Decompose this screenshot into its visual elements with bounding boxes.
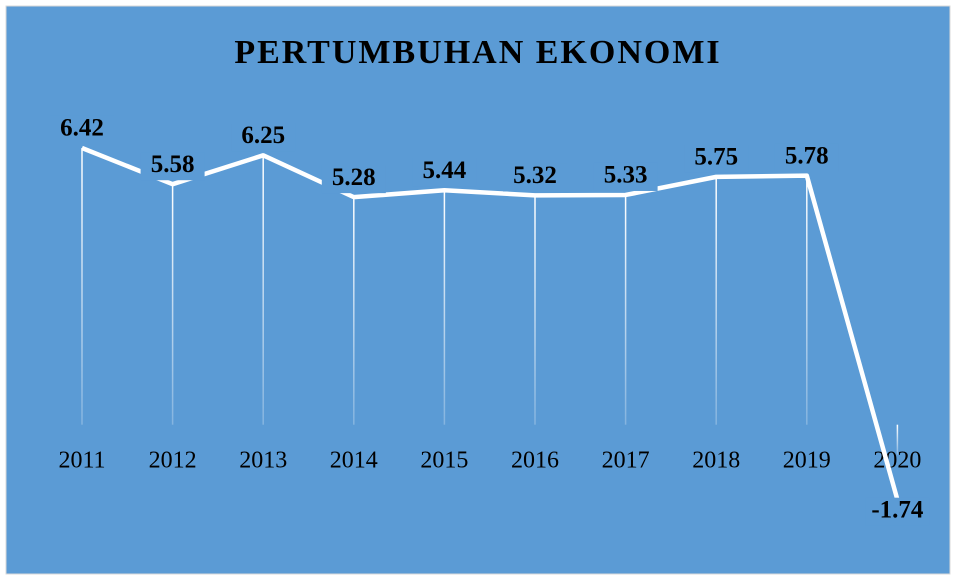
- x-tick-label: 2015: [420, 448, 468, 474]
- drop-line: [715, 176, 717, 425]
- data-label-background: [774, 143, 839, 172]
- data-label: 5.32: [513, 162, 557, 189]
- x-tick-label: 2017: [602, 448, 650, 474]
- data-label: 5.58: [151, 151, 195, 178]
- x-tick-label: 2018: [692, 448, 740, 474]
- x-tick-label: 2013: [239, 448, 287, 474]
- drop-line: [806, 175, 808, 425]
- chart-background: [5, 5, 951, 575]
- drop-line: [81, 147, 83, 425]
- drop-line: [262, 155, 264, 425]
- data-label: 5.33: [604, 162, 648, 189]
- data-label: 6.42: [60, 115, 104, 142]
- data-label: 5.78: [785, 142, 829, 169]
- drop-line: [534, 195, 536, 425]
- x-tick-label: 2012: [149, 448, 197, 474]
- data-label: 6.25: [241, 122, 285, 149]
- chart-title: PERTUMBUHAN EKONOMI: [234, 34, 721, 71]
- data-label-background: [593, 162, 658, 191]
- data-label-background: [503, 163, 567, 192]
- x-tick-label: 2019: [783, 448, 831, 474]
- data-label-background: [412, 158, 477, 187]
- drop-line: [443, 190, 446, 425]
- drop-line: [353, 197, 355, 425]
- data-label-background: [684, 144, 749, 173]
- x-tick-label: 2011: [58, 448, 105, 474]
- line: [81, 145, 900, 501]
- drop-line: [171, 184, 174, 425]
- drop-line: [624, 194, 627, 425]
- data-label: 5.75: [694, 144, 738, 171]
- data-label-background: [865, 497, 930, 526]
- data-label: 5.28: [332, 164, 376, 191]
- x-tick-label: 2020: [873, 448, 921, 474]
- x-tick-label: 2016: [511, 448, 559, 474]
- data-label: 5.44: [423, 157, 467, 184]
- data-label-background: [50, 115, 114, 144]
- x-tick-label: 2014: [330, 448, 378, 474]
- data-label-background: [321, 165, 386, 194]
- drop-line: [896, 424, 899, 455]
- data-label-background: [231, 123, 296, 152]
- data-label: -1.74: [871, 496, 924, 523]
- data-label-background: [140, 152, 205, 181]
